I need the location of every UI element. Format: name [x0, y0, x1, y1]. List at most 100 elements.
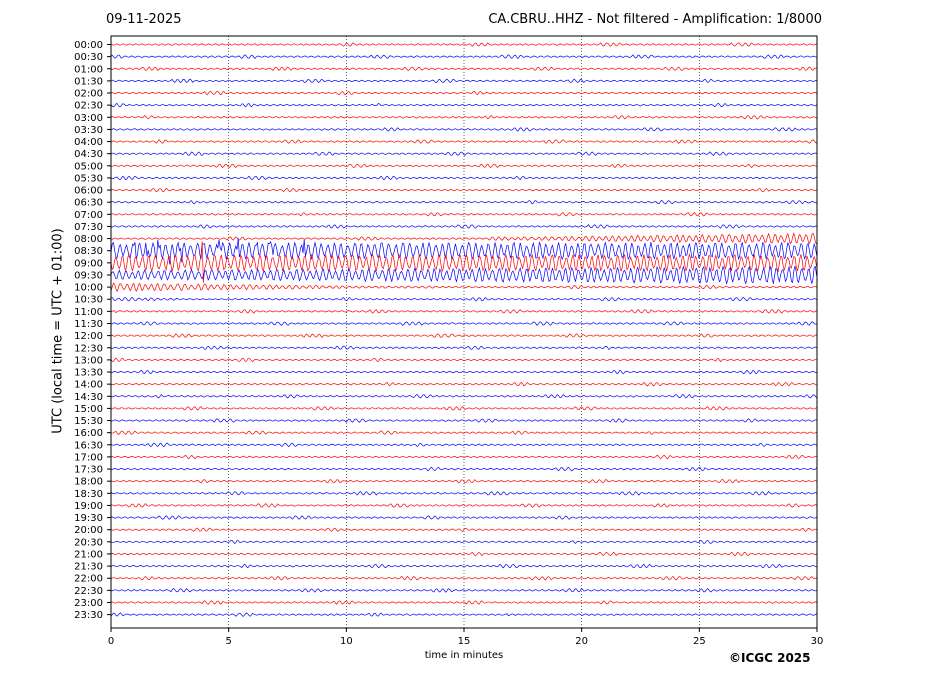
- copyright-credit: ©ICGC 2025: [729, 651, 811, 665]
- row-time-label: 01:30: [74, 76, 103, 87]
- trace-row: [110, 333, 817, 338]
- trace-row: [110, 442, 817, 448]
- row-time-label: 23:30: [74, 610, 103, 621]
- trace-row: [110, 163, 817, 169]
- trace-row: [110, 78, 817, 84]
- x-tick-label: 20: [575, 636, 588, 647]
- row-time-label: 12:00: [74, 331, 103, 342]
- trace-row: [110, 345, 817, 351]
- row-time-label: 17:00: [74, 452, 103, 463]
- trace-row: [110, 309, 817, 314]
- row-time-label: 03:00: [74, 113, 103, 124]
- trace-row: [110, 479, 817, 484]
- row-time-label: 00:30: [74, 52, 103, 63]
- trace-row: [110, 357, 817, 363]
- trace-row: [110, 224, 817, 229]
- x-tick-label: 10: [340, 636, 353, 647]
- x-tick-label: 25: [693, 636, 706, 647]
- trace-row: [110, 212, 817, 217]
- row-time-label: 18:30: [74, 489, 103, 500]
- row-time-label: 11:00: [74, 307, 103, 318]
- row-time-label: 02:30: [74, 101, 103, 112]
- trace-row: [110, 551, 817, 557]
- trace-row: [110, 503, 817, 508]
- seismic-traces: [110, 42, 817, 617]
- row-time-label: 05:00: [74, 161, 103, 172]
- row-time-label: 00:00: [74, 40, 103, 51]
- trace-row: [110, 238, 817, 265]
- trace-row: [110, 418, 817, 423]
- row-time-label: 07:30: [74, 222, 103, 233]
- row-time-label: 15:30: [74, 416, 103, 427]
- row-time-label: 03:30: [74, 125, 103, 136]
- trace-row: [110, 151, 817, 156]
- trace-row: [110, 102, 817, 108]
- row-time-label: 19:00: [74, 501, 103, 512]
- row-time-label: 04:30: [74, 149, 103, 160]
- trace-row: [110, 90, 817, 96]
- trace-row: [110, 539, 817, 544]
- row-time-label: 01:00: [74, 64, 103, 75]
- trace-row: [110, 369, 817, 375]
- row-time-label: 18:00: [74, 477, 103, 488]
- trace-row: [110, 175, 817, 181]
- row-time-label: 21:00: [74, 549, 103, 560]
- row-time-label: 12:30: [74, 343, 103, 354]
- row-time-label: 09:30: [74, 270, 103, 281]
- trace-row: [110, 127, 817, 132]
- row-time-label: 14:00: [74, 380, 103, 391]
- trace-row: [110, 563, 817, 569]
- row-time-label: 08:00: [74, 234, 103, 245]
- trace-row: [110, 575, 817, 581]
- trace-row: [110, 381, 817, 387]
- y-axis-label: UTC (local time = UTC + 01:00): [50, 228, 66, 434]
- row-time-label: 10:00: [74, 283, 103, 294]
- row-time-label: 10:30: [74, 295, 103, 306]
- row-time-label: 22:30: [74, 586, 103, 597]
- trace-row: [110, 515, 817, 520]
- trace-row: [110, 321, 817, 326]
- row-time-label: 04:00: [74, 137, 103, 148]
- x-axis-label: time in minutes: [424, 650, 504, 661]
- row-time-label: 05:30: [74, 173, 103, 184]
- plot-frame: [110, 35, 818, 629]
- row-time-label: 15:00: [74, 404, 103, 415]
- row-time-label: 21:30: [74, 562, 103, 573]
- row-time-label: 13:30: [74, 368, 103, 379]
- row-time-label: 13:00: [74, 355, 103, 366]
- trace-row: [110, 232, 817, 245]
- trace-row: [110, 588, 817, 593]
- trace-row: [110, 430, 817, 435]
- row-time-label: 23:00: [74, 598, 103, 609]
- x-tick-label: 30: [811, 636, 824, 647]
- row-time-label: 19:30: [74, 513, 103, 524]
- trace-row: [110, 612, 817, 617]
- row-time-label: 06:00: [74, 186, 103, 197]
- row-time-label: 06:30: [74, 198, 103, 209]
- row-time-label: 08:30: [74, 246, 103, 257]
- trace-row: [110, 241, 817, 283]
- trace-row: [110, 393, 817, 399]
- vertical-gridlines: [228, 36, 700, 628]
- row-time-label: 14:30: [74, 392, 103, 403]
- trace-row: [110, 199, 817, 205]
- row-time-label: 22:00: [74, 574, 103, 585]
- row-time-label: 17:30: [74, 465, 103, 476]
- row-time-label: 02:00: [74, 89, 103, 100]
- x-axis-ticks: 0 5 10 15 20 25 30: [108, 628, 824, 647]
- station-title: CA.CBRU..HHZ - Not filtered - Amplificat…: [488, 12, 822, 27]
- trace-row: [110, 466, 817, 472]
- trace-row: [110, 139, 817, 144]
- trace-row: [110, 282, 817, 293]
- trace-row: [110, 600, 817, 605]
- row-time-label: 09:00: [74, 258, 103, 269]
- trace-row: [110, 297, 817, 302]
- trace-row: [110, 491, 817, 496]
- trace-row: [110, 42, 817, 47]
- trace-row: [110, 527, 817, 532]
- row-time-label: 11:30: [74, 319, 103, 330]
- plot-date: 09-11-2025: [106, 12, 182, 27]
- x-tick-label: 15: [458, 636, 471, 647]
